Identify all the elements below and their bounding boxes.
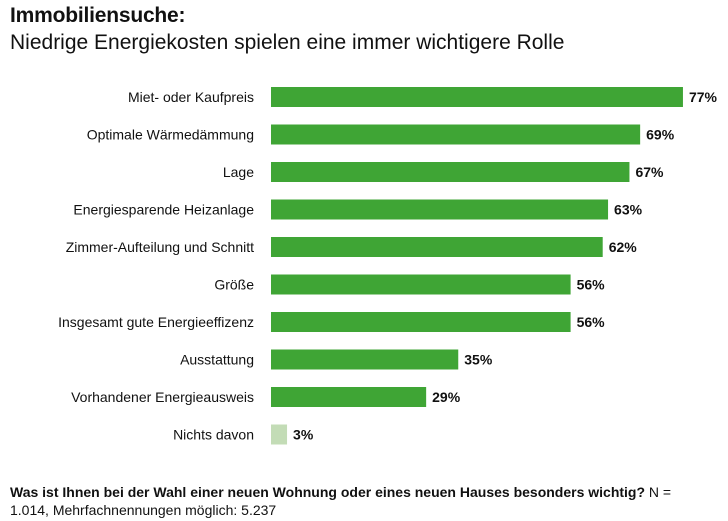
value-label: 77% (689, 89, 718, 105)
bar (271, 387, 427, 407)
survey-note: N = 1.014, Mehrfachnennungen möglich: 5.… (10, 484, 672, 518)
bar (271, 162, 630, 182)
bar (271, 312, 571, 332)
category-label: Vorhandener Energieausweis (71, 389, 254, 405)
category-label: Nichts davon (173, 427, 254, 443)
value-label: 56% (577, 277, 606, 293)
value-label: 35% (464, 352, 493, 368)
value-label: 56% (577, 314, 606, 330)
survey-question: Was ist Ihnen bei der Wahl einer neuen W… (10, 484, 646, 500)
bar (271, 124, 641, 145)
bar (271, 237, 603, 257)
bar (271, 274, 571, 295)
category-label: Lage (223, 164, 254, 180)
chart-footer: Was ist Ihnen bei der Wahl einer neuen W… (10, 483, 710, 519)
bar (271, 424, 288, 445)
value-label: 3% (293, 427, 314, 443)
category-label: Ausstattung (180, 352, 254, 368)
bar (271, 349, 459, 370)
bar (271, 87, 683, 107)
category-label: Größe (214, 277, 254, 293)
value-label: 29% (432, 389, 461, 405)
category-label: Optimale Wärmedämmung (87, 127, 254, 143)
category-label: Miet- oder Kaufpreis (128, 89, 254, 105)
category-label: Insgesamt gute Energieeffizenz (58, 314, 254, 330)
value-label: 69% (646, 127, 675, 143)
chart-subtitle: Niedrige Energiekosten spielen eine imme… (10, 31, 565, 54)
value-label: 63% (614, 202, 643, 218)
category-label: Zimmer-Aufteilung und Schnitt (66, 239, 254, 255)
bar (271, 199, 609, 220)
chart-title: Immobiliensuche: (10, 4, 186, 27)
category-label: Energiesparende Heizanlage (73, 202, 254, 218)
value-label: 67% (635, 164, 664, 180)
value-label: 62% (609, 239, 638, 255)
